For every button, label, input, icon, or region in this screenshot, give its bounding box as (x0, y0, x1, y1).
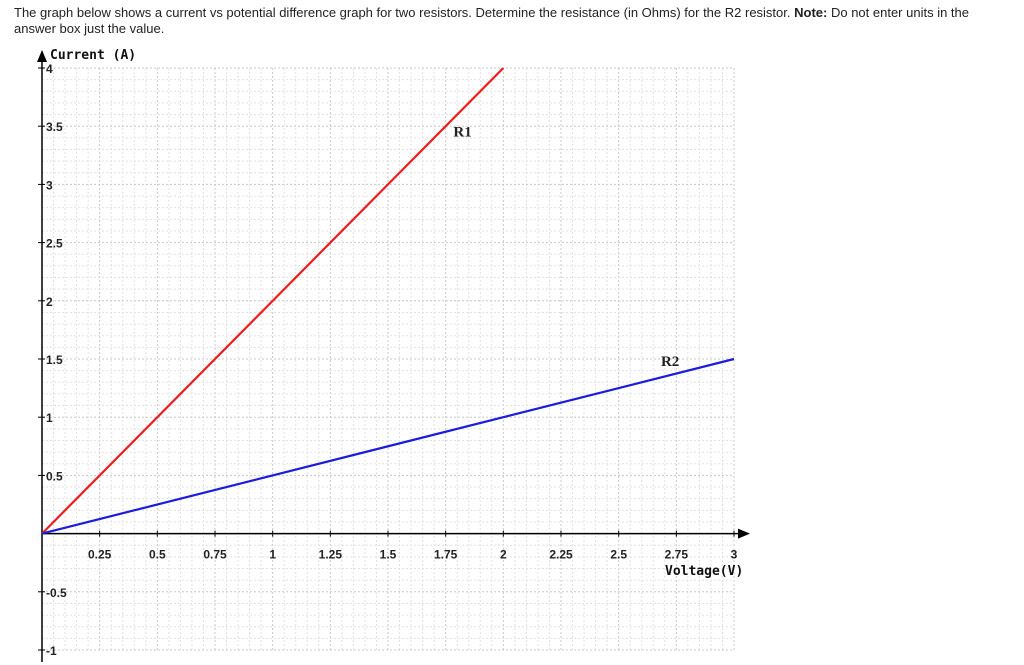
x-tick-label: 3 (731, 548, 738, 562)
y-tick-label: 4 (46, 62, 53, 76)
x-tick-label: 1.5 (380, 548, 397, 562)
x-tick-label: 2 (500, 548, 507, 562)
series-labels: R1 R2 (453, 125, 679, 370)
x-axis-arrow (738, 528, 750, 539)
y-tick-label: 0.5 (46, 469, 63, 483)
y-axis-title: Current (A) (50, 48, 136, 63)
y-tick-label: 1 (46, 411, 53, 425)
y-tick-label: 3 (46, 178, 53, 192)
y-tick-label: -1 (46, 644, 57, 658)
note-label: Note: (794, 5, 828, 20)
y-tick-label: 1.5 (46, 353, 63, 367)
y-tick-label: 3.5 (46, 120, 63, 134)
x-tick-label: 1.25 (319, 548, 343, 562)
y-tick-label: 2 (46, 295, 53, 309)
x-tick-label: 0.25 (88, 548, 112, 562)
series-line-r1 (41, 67, 505, 535)
x-tick-label: 2.5 (610, 548, 627, 562)
x-tick-label: 2.75 (665, 548, 689, 562)
series-line-r2 (41, 357, 735, 535)
x-axis-title: Voltage(V) (665, 564, 743, 579)
series-lines (41, 67, 735, 535)
x-tick-label: 1.75 (434, 548, 458, 562)
axes (37, 50, 750, 662)
y-tick-label: 2.5 (46, 237, 63, 251)
x-tick-label: 1 (269, 548, 276, 562)
x-tick-label: 0.75 (203, 548, 227, 562)
x-tick-label: 0.5 (149, 548, 166, 562)
note-text: Do not enter units in the answer box jus… (14, 5, 969, 36)
grid (41, 67, 735, 651)
series-label-r2: R2 (661, 354, 679, 370)
question-body: The graph below shows a current vs poten… (14, 5, 791, 20)
series-label-r1: R1 (453, 125, 471, 141)
x-tick-labels: 0.25 0.5 0.75 1 1.25 1.5 1.75 2 2.25 2.5 2.75 3 (88, 530, 738, 562)
y-tick-label: -0.5 (46, 586, 67, 600)
y-tick-labels: -1 -0.5 0.5 1 1.5 2 2.5 3 3.5 4 (38, 62, 67, 658)
x-tick-label: 2.25 (549, 548, 573, 562)
question-text: The graph below shows a current vs poten… (14, 5, 1014, 37)
y-axis-arrow (37, 50, 47, 62)
